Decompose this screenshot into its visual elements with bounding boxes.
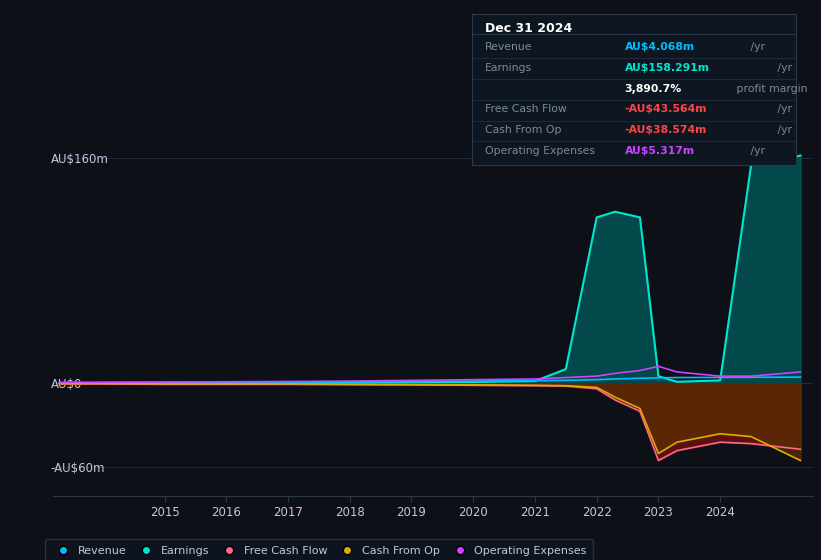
Text: -AU$38.574m: -AU$38.574m bbox=[625, 125, 707, 135]
Text: Free Cash Flow: Free Cash Flow bbox=[485, 104, 567, 114]
Text: Revenue: Revenue bbox=[485, 42, 533, 52]
Text: Operating Expenses: Operating Expenses bbox=[485, 146, 595, 156]
Text: profit margin: profit margin bbox=[733, 83, 808, 94]
Text: /yr: /yr bbox=[774, 63, 792, 73]
Text: -AU$43.564m: -AU$43.564m bbox=[625, 104, 707, 114]
Text: /yr: /yr bbox=[774, 125, 792, 135]
Legend: Revenue, Earnings, Free Cash Flow, Cash From Op, Operating Expenses: Revenue, Earnings, Free Cash Flow, Cash … bbox=[45, 539, 593, 560]
Text: Dec 31 2024: Dec 31 2024 bbox=[485, 22, 572, 35]
Text: Cash From Op: Cash From Op bbox=[485, 125, 562, 135]
Text: /yr: /yr bbox=[747, 42, 765, 52]
Text: AU$5.317m: AU$5.317m bbox=[625, 146, 695, 156]
Text: 3,890.7%: 3,890.7% bbox=[625, 83, 681, 94]
Text: /yr: /yr bbox=[747, 146, 765, 156]
Text: /yr: /yr bbox=[774, 104, 792, 114]
Text: AU$158.291m: AU$158.291m bbox=[625, 63, 709, 73]
Text: Earnings: Earnings bbox=[485, 63, 532, 73]
Text: AU$4.068m: AU$4.068m bbox=[625, 42, 695, 52]
